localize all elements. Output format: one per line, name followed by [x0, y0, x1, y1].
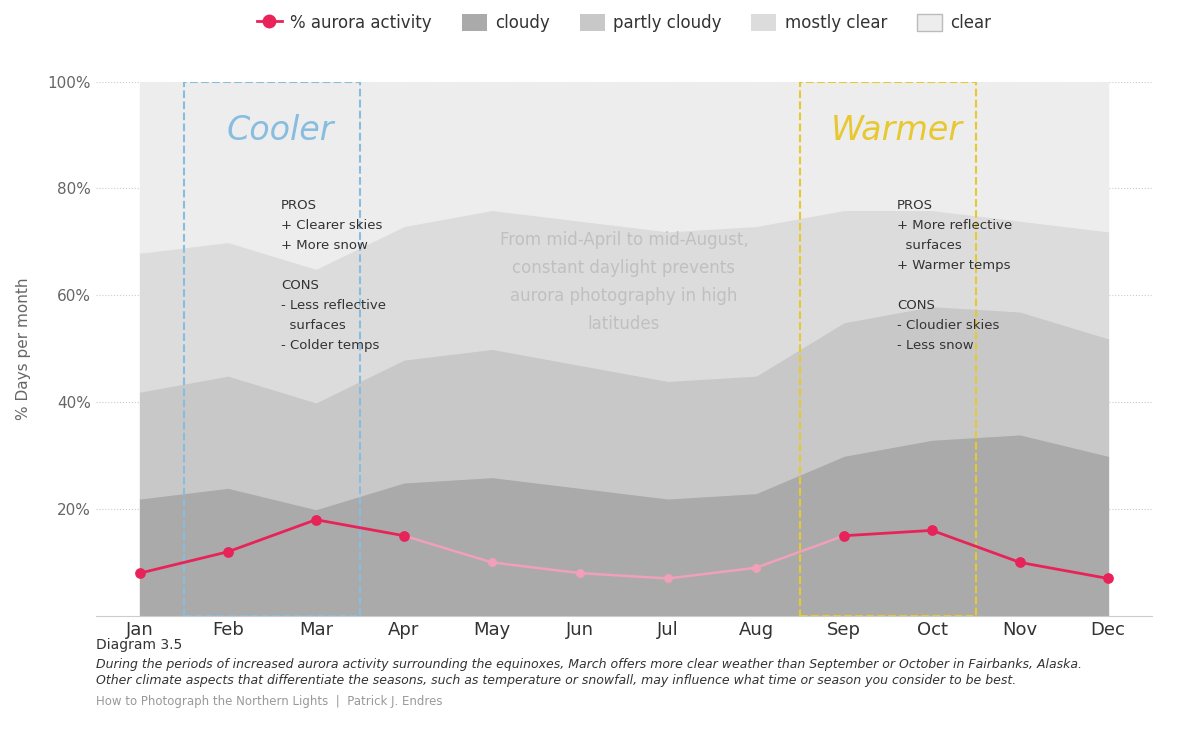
- Y-axis label: % Days per month: % Days per month: [16, 278, 31, 420]
- Text: Warmer: Warmer: [830, 114, 962, 147]
- Legend: % aurora activity, cloudy, partly cloudy, mostly clear, clear: % aurora activity, cloudy, partly cloudy…: [250, 7, 998, 39]
- Text: How to Photograph the Northern Lights  |  Patrick J. Endres: How to Photograph the Northern Lights | …: [96, 695, 443, 708]
- Point: [923, 525, 942, 536]
- Text: From mid-April to mid-August,
constant daylight prevents
aurora photography in h: From mid-April to mid-August, constant d…: [499, 232, 749, 332]
- Text: During the periods of increased aurora activity surrounding the equinoxes, March: During the periods of increased aurora a…: [96, 658, 1082, 671]
- Point: [1010, 556, 1030, 568]
- Point: [570, 567, 589, 579]
- Text: Other climate aspects that differentiate the seasons, such as temperature or sno: Other climate aspects that differentiate…: [96, 674, 1016, 687]
- Text: Diagram 3.5: Diagram 3.5: [96, 638, 182, 652]
- Point: [218, 546, 238, 558]
- Point: [834, 530, 853, 542]
- Point: [1098, 573, 1117, 585]
- Text: PROS
+ More reflective
  surfaces
+ Warmer temps

CONS
- Cloudier skies
- Less s: PROS + More reflective surfaces + Warmer…: [896, 199, 1012, 352]
- Bar: [800, 82, 976, 616]
- Point: [131, 567, 150, 579]
- Point: [482, 556, 502, 568]
- Point: [306, 513, 325, 525]
- Text: PROS
+ Clearer skies
+ More snow

CONS
- Less reflective
  surfaces
- Colder tem: PROS + Clearer skies + More snow CONS - …: [281, 199, 386, 352]
- Point: [746, 562, 766, 574]
- Point: [395, 530, 414, 542]
- Bar: [184, 82, 360, 616]
- Point: [659, 573, 678, 585]
- Text: Cooler: Cooler: [226, 114, 334, 147]
